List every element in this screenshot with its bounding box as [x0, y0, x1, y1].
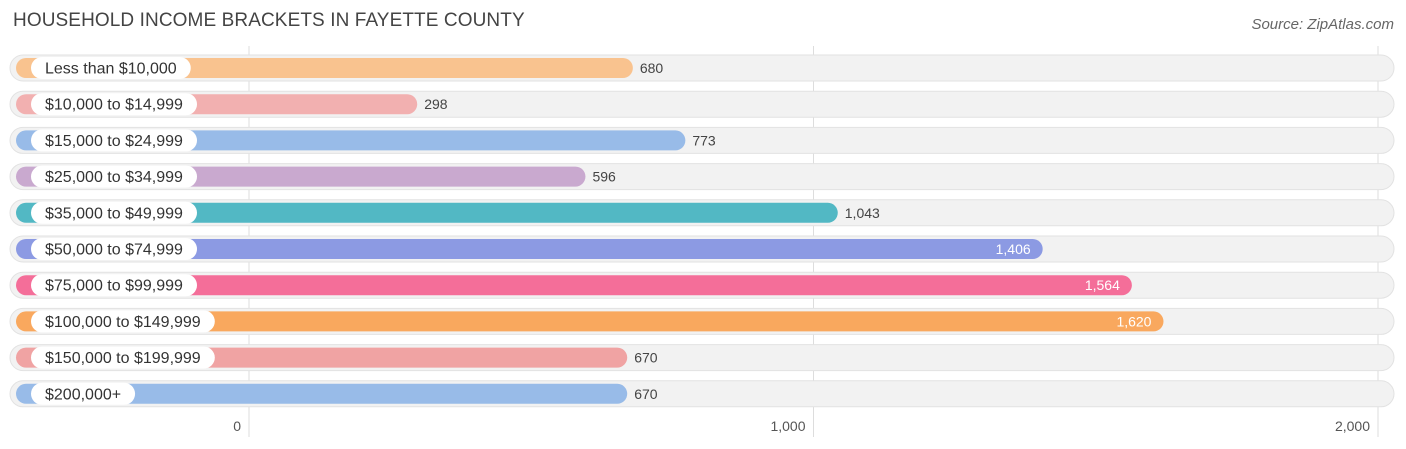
category-pill	[31, 93, 198, 116]
category-pill	[31, 382, 136, 405]
bar	[16, 202, 838, 223]
category-label: $10,000 to $14,999	[45, 97, 183, 114]
bar	[16, 239, 1043, 259]
value-label: 1,043	[845, 205, 880, 221]
category-pill	[31, 274, 198, 297]
category-label: Less than $10,000	[45, 61, 177, 78]
category-pill	[31, 129, 198, 152]
value-label: 670	[634, 386, 658, 402]
chart-source: Source: ZipAtlas.com	[1251, 16, 1394, 33]
category-pill	[31, 346, 215, 369]
category-label: $50,000 to $74,999	[45, 242, 183, 259]
bar	[16, 275, 1132, 296]
x-tick-label: 0	[233, 418, 241, 434]
category-label: $75,000 to $99,999	[45, 278, 183, 295]
category-pill	[31, 310, 215, 333]
x-tick-label: 2,000	[1335, 418, 1370, 434]
category-label: $25,000 to $34,999	[45, 169, 183, 186]
value-label: 1,406	[996, 241, 1031, 257]
value-label: 680	[640, 60, 664, 76]
category-pill	[31, 165, 198, 188]
bar	[16, 383, 628, 404]
value-label: 1,620	[1116, 313, 1151, 329]
category-pill	[31, 238, 198, 260]
x-tick-label: 1,000	[770, 418, 805, 434]
value-label: 596	[592, 169, 616, 185]
value-label: 670	[634, 350, 658, 366]
category-label: $150,000 to $199,999	[45, 350, 201, 367]
category-label: $200,000+	[45, 386, 121, 403]
category-label: $15,000 to $24,999	[45, 133, 183, 150]
value-label: 298	[424, 96, 448, 112]
bar	[16, 311, 1164, 332]
value-label: 1,564	[1085, 277, 1120, 293]
category-pill	[31, 201, 198, 224]
category-label: $100,000 to $149,999	[45, 314, 201, 331]
chart-title: HOUSEHOLD INCOME BRACKETS IN FAYETTE COU…	[13, 10, 525, 31]
category-pill	[31, 57, 191, 79]
value-label: 773	[692, 132, 716, 148]
category-label: $35,000 to $49,999	[45, 205, 183, 222]
